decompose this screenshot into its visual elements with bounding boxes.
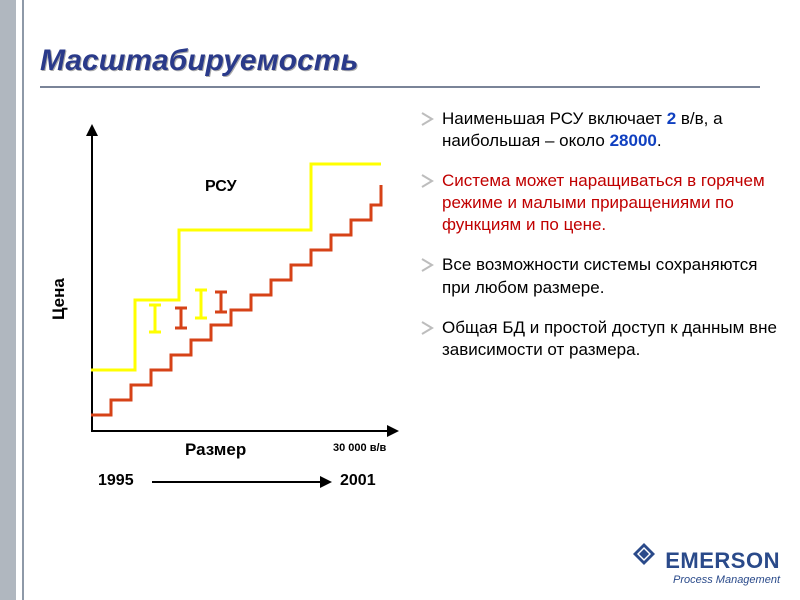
timeline-start: 1995	[98, 472, 134, 490]
bullet-list: Наименьшая РСУ включает 2 в/в, а наиболь…	[420, 108, 780, 379]
timeline-arrow-icon	[320, 476, 332, 488]
logo: EMERSON Process Management	[631, 541, 780, 586]
bullet-item: Общая БД и простой доступ к данным вне з…	[420, 317, 780, 361]
y-axis-label: Цена	[49, 278, 69, 320]
logo-name: EMERSON	[665, 548, 780, 573]
bullet-arrow-icon	[420, 110, 442, 133]
yellow-step-line	[91, 164, 381, 370]
logo-sub: Process Management	[631, 574, 780, 586]
x-axis	[91, 430, 391, 432]
bullet-arrow-icon	[420, 319, 442, 342]
bullet-item: Все возможности системы сохраняются при …	[420, 254, 780, 298]
bullet-text: Все возможности системы сохраняются при …	[442, 254, 780, 298]
scalability-chart: Цена Размер РСУ 30 000 в/в 1995 2001	[55, 120, 395, 470]
timeline-line	[152, 481, 322, 483]
x-axis-label: Размер	[185, 440, 246, 460]
bullet-text: Наименьшая РСУ включает 2 в/в, а наиболь…	[442, 108, 780, 152]
bullet-arrow-icon	[420, 172, 442, 195]
bullet-arrow-icon	[420, 256, 442, 279]
chart-max-label: 30 000 в/в	[333, 442, 386, 454]
timeline-end: 2001	[340, 472, 376, 490]
title-underline	[40, 86, 760, 88]
bullet-text: Общая БД и простой доступ к данным вне з…	[442, 317, 780, 361]
bullet-item: Наименьшая РСУ включает 2 в/в, а наиболь…	[420, 108, 780, 152]
logo-mark-icon	[631, 541, 657, 572]
bullet-text: Система может наращиваться в горячем реж…	[442, 170, 780, 236]
page-title: Масштабируемость	[40, 44, 358, 78]
bullet-item: Система может наращиваться в горячем реж…	[420, 170, 780, 236]
chart-lines	[91, 130, 391, 430]
left-stripe	[0, 0, 22, 600]
